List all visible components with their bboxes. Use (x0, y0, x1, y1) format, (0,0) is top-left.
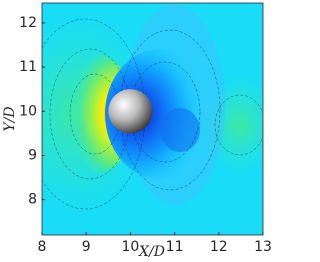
sphere (108, 89, 153, 134)
x-tick-label: 13 (254, 239, 272, 255)
y-axis-label: Y/D (2, 106, 18, 131)
x-tick-label: 10 (121, 239, 139, 255)
y-tick-label: 11 (19, 59, 37, 75)
y-tick-label: 12 (19, 15, 37, 31)
plot-frame (41, 2, 264, 236)
x-tick-label: 12 (210, 239, 228, 255)
chart: X/D Y/D 8 9 10 11 12 13 8 9 10 11 12 (2, 2, 272, 260)
contour-field (42, 3, 263, 235)
y-tick-label: 9 (28, 147, 37, 163)
y-tick-label: 10 (19, 103, 37, 119)
x-axis-label: X/D (138, 244, 165, 260)
x-tick-label: 8 (38, 239, 47, 255)
x-tick-label: 11 (166, 239, 184, 255)
y-tick-label: 8 (28, 192, 37, 208)
x-tick-label: 9 (82, 239, 91, 255)
